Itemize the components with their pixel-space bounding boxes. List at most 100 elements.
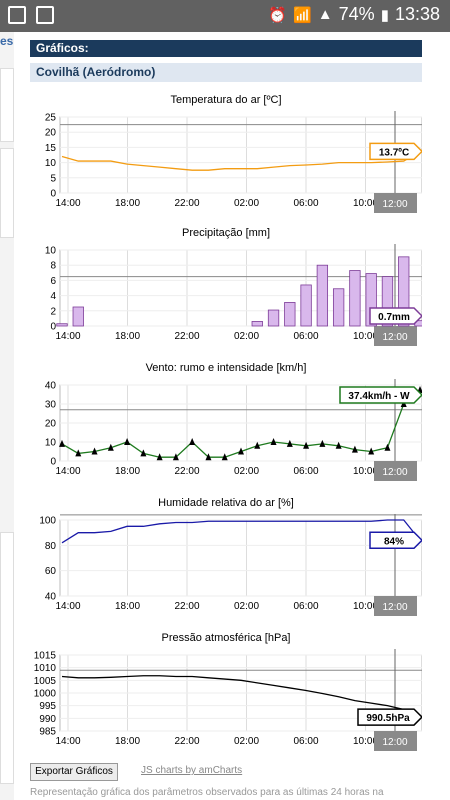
wind-direction-marker (351, 445, 358, 453)
wind-xtick: 06:00 (293, 466, 318, 477)
clock: 13:38 (394, 4, 440, 24)
pressure-chart: Pressão atmosférica [hPa] 985 990 995 1000 10… (30, 628, 424, 758)
temperature-ytick: 5 (50, 173, 56, 184)
precipitation-bar (332, 288, 345, 327)
precipitation-xtick: 06:00 (293, 331, 318, 342)
humidity-xtick: 02:00 (234, 601, 259, 612)
battery-icon: ▮ (380, 6, 389, 24)
humidity-svg: Humidade relativa do ar [%] 40 60 80 100 14:0… (39, 497, 424, 616)
wind-direction-marker (286, 439, 293, 447)
humidity-xtick-now: 12:00 (382, 602, 407, 613)
humidity-now-label-bg (374, 596, 417, 616)
temperature-xtick: 10:00 (353, 198, 378, 209)
temperature-callout-text: 13.7ºC (379, 147, 409, 158)
pressure-ytick: 1000 (34, 689, 57, 700)
precipitation-callout-text: 0.7mm (378, 312, 410, 323)
wind-xtick: 18:00 (115, 466, 140, 477)
wind-direction-marker (319, 439, 326, 447)
wind-direction-marker (172, 453, 179, 461)
temperature-ytick: 0 (50, 189, 56, 200)
humidity-xtick: 22:00 (174, 601, 199, 612)
wind-ytick: 0 (50, 457, 56, 468)
humidity-xtick: 06:00 (293, 601, 318, 612)
pressure-xtick-now: 12:00 (382, 737, 407, 748)
humidity-chart: Humidade relativa do ar [%] 40 60 80 100 14:0… (30, 493, 424, 623)
wind-direction-marker (368, 447, 375, 455)
pressure-xtick: 18:00 (115, 736, 140, 747)
precipitation-title: Precipitação [mm] (182, 227, 270, 239)
export-charts-button[interactable]: Exportar Gráficos (30, 763, 118, 781)
pressure-callout-text: 990.5hPa (366, 713, 410, 724)
wind-direction-marker (189, 438, 196, 445)
wind-xtick: 10:00 (353, 466, 378, 477)
precipitation-xtick: 22:00 (174, 331, 199, 342)
wind-ytick: 30 (45, 400, 57, 411)
temperature-callout-box (369, 142, 424, 161)
wind-direction-marker (238, 447, 244, 455)
wind-callout-text: 37.4km/h - W (348, 391, 410, 402)
pressure-series-line (61, 675, 421, 718)
temperature-xtick: 06:00 (293, 198, 318, 209)
temperature-xtick: 22:00 (174, 198, 199, 209)
precipitation-bar (398, 256, 410, 327)
precipitation-svg: Precipitação [mm] 0 2 4 6 8 10 14:00 18:00 22:00 0… (45, 227, 426, 346)
temperature-xtick: 14:00 (55, 198, 80, 209)
precipitation-bar (381, 276, 394, 327)
wind-direction-marker (205, 453, 212, 461)
precipitation-ytick: 10 (45, 246, 57, 257)
temperature-xtick-now: 12:00 (382, 199, 407, 210)
precipitation-chart: Precipitação [mm] 0 2 4 6 8 10 14:00 18:00 22:00 0… (30, 223, 426, 353)
humidity-xtick: 18:00 (115, 601, 140, 612)
precipitation-bar (365, 273, 377, 327)
wind-direction-marker (59, 439, 65, 447)
wind-xtick-now: 12:00 (382, 467, 407, 478)
left-link-fragment[interactable]: es (0, 34, 14, 48)
precipitation-bar (251, 321, 263, 327)
precipitation-ytick: 8 (50, 261, 56, 272)
wind-direction-marker (107, 443, 114, 451)
temperature-title: Temperatura do ar [ºC] (170, 94, 281, 106)
left-menu-box[interactable] (0, 68, 14, 142)
section-header: Gráficos: (30, 40, 422, 57)
signal-icon: ▲ (317, 6, 333, 23)
station-header: Covilhã (Aeródromo) (30, 63, 422, 82)
pressure-ytick: 1010 (34, 663, 57, 674)
pressure-xtick: 10:00 (353, 736, 378, 747)
temperature-ytick: 15 (45, 143, 57, 154)
wind-ytick: 40 (45, 381, 57, 392)
wifi-icon: 📶 (293, 6, 312, 24)
temperature-frame (59, 116, 423, 194)
wind-direction-marker (156, 453, 163, 461)
pressure-xtick: 02:00 (234, 736, 259, 747)
temperature-now-label-bg (374, 193, 417, 213)
temperature-chart: Temperatura do ar [ºC] 0 5 10 15 20 25 14:00 18:… (30, 90, 424, 220)
status-bar: ⏰ 📶 ▲ 74% ▮ 13:38 (0, 0, 450, 32)
battery-percent: 74% (338, 4, 375, 24)
humidity-series-line (61, 519, 421, 544)
pressure-ytick: 990 (39, 714, 56, 725)
left-menu-box-2[interactable] (0, 148, 14, 238)
humidity-ytick: 100 (39, 516, 56, 527)
humidity-xtick: 14:00 (55, 601, 80, 612)
precipitation-frame (59, 249, 423, 327)
wind-direction-marker (384, 443, 391, 451)
precipitation-bar (349, 270, 361, 327)
wind-direction-marker (75, 449, 82, 457)
precipitation-callout-box (369, 307, 424, 325)
wind-ytick: 10 (45, 438, 57, 449)
precipitation-ytick: 0 (50, 322, 56, 333)
pressure-xtick: 14:00 (55, 736, 80, 747)
precipitation-xtick: 14:00 (55, 331, 80, 342)
wind-xtick: 02:00 (234, 466, 259, 477)
precipitation-ytick: 2 (50, 306, 56, 317)
precipitation-bar (284, 302, 296, 327)
amcharts-link[interactable]: JS charts by amCharts (141, 765, 243, 776)
wind-svg: Vento: rumo e intensidade [km/h] 0 10 20 30 4… (45, 362, 424, 481)
humidity-frame (59, 519, 423, 597)
humidity-callout-text: 84% (384, 536, 404, 547)
pressure-now-label-bg (374, 731, 417, 751)
wind-title: Vento: rumo e intensidade [km/h] (146, 362, 307, 374)
pressure-xtick: 22:00 (174, 736, 199, 747)
precipitation-bar (316, 264, 329, 327)
